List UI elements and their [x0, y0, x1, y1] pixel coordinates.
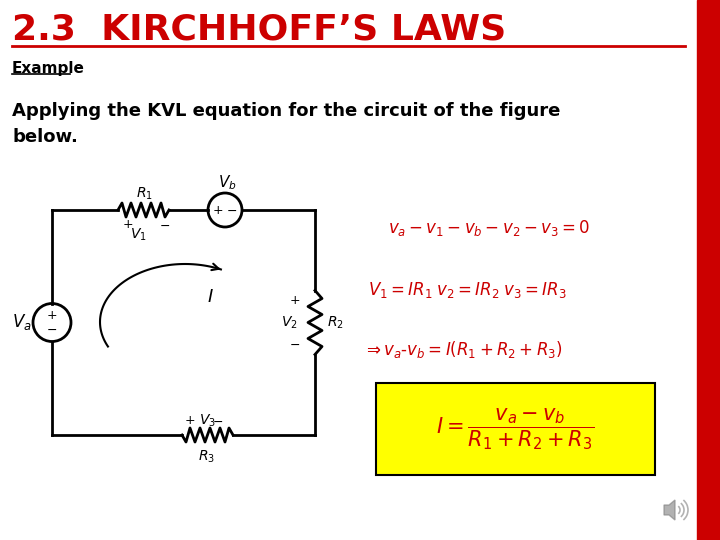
Text: Example: Example [12, 60, 85, 76]
Polygon shape [664, 500, 675, 520]
Text: $+$: $+$ [46, 309, 58, 322]
Text: $-$: $-$ [159, 219, 171, 232]
Text: $V_1$: $V_1$ [130, 227, 146, 243]
Bar [697, 0, 720, 540]
Text: $R_2$: $R_2$ [327, 314, 343, 330]
FancyBboxPatch shape [376, 383, 655, 475]
Text: $-$: $-$ [46, 323, 58, 336]
Text: $V_a$: $V_a$ [12, 313, 32, 333]
Text: $-$: $-$ [289, 338, 300, 351]
Text: $V_1 = IR_1 \; v_2 = IR_2 \; v_3 = IR_3$: $V_1 = IR_1 \; v_2 = IR_2 \; v_3 = IR_3$ [368, 280, 567, 300]
Text: $\Rightarrow v_a\text{-}v_b = I(R_1 + R_2 + R_3)$: $\Rightarrow v_a\text{-}v_b = I(R_1 + R_… [363, 340, 562, 361]
Text: 2.3  KIRCHHOFF’S LAWS: 2.3 KIRCHHOFF’S LAWS [12, 13, 506, 47]
Text: $+$: $+$ [122, 219, 134, 232]
Text: $+$: $+$ [289, 294, 301, 307]
Text: $+$: $+$ [184, 415, 196, 428]
Text: $+$: $+$ [212, 204, 224, 217]
Text: Applying the KVL equation for the circuit of the figure
below.: Applying the KVL equation for the circui… [12, 102, 560, 146]
Text: $V_b$: $V_b$ [217, 174, 236, 192]
Text: $-$: $-$ [212, 415, 224, 428]
Text: $R_3$: $R_3$ [199, 449, 215, 465]
Text: $V_3$: $V_3$ [199, 413, 215, 429]
Text: $I$: $I$ [207, 288, 213, 306]
Text: $I = \dfrac{v_a - v_b}{R_1 + R_2 + R_3}$: $I = \dfrac{v_a - v_b}{R_1 + R_2 + R_3}$ [436, 406, 595, 452]
Text: $V_2$: $V_2$ [281, 314, 297, 330]
Text: $R_1$: $R_1$ [135, 186, 153, 202]
Text: $v_a-v_1-v_b-v_2-v_3 = 0$: $v_a-v_1-v_b-v_2-v_3 = 0$ [388, 218, 590, 238]
Text: $-$: $-$ [226, 204, 238, 217]
